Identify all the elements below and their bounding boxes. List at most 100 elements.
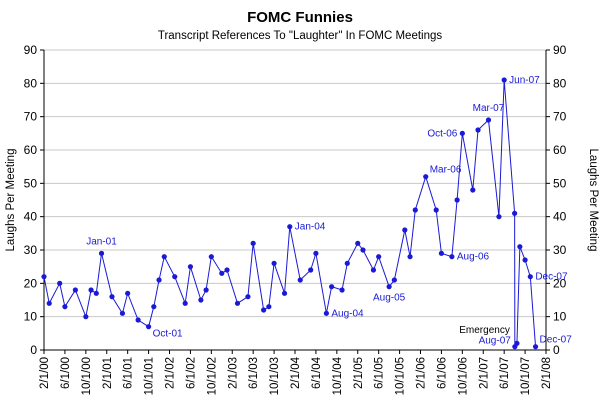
annotation-label: Dec-07 xyxy=(535,272,568,283)
x-tick-label: 2/1/02 xyxy=(165,357,177,389)
annotation-label: Jan-01 xyxy=(86,236,117,247)
y-tick-label: 20 xyxy=(24,276,38,290)
data-point xyxy=(125,290,131,296)
data-point xyxy=(412,207,418,213)
data-point xyxy=(313,250,319,256)
data-point xyxy=(386,284,392,290)
x-tick-label: 10/1/07 xyxy=(520,357,532,395)
series-line xyxy=(43,79,537,349)
x-tick-label: 2/1/03 xyxy=(227,357,239,389)
data-point xyxy=(376,254,382,260)
y-tick-label-right: 70 xyxy=(553,110,567,124)
data-point xyxy=(224,267,230,273)
data-point xyxy=(182,300,188,306)
y-tick-label-right: 60 xyxy=(553,143,567,157)
data-point xyxy=(41,274,47,280)
y-tick-label-right: 0 xyxy=(553,343,560,357)
x-tick-label: 10/1/03 xyxy=(269,357,281,395)
x-tick-label: 2/1/01 xyxy=(102,357,114,389)
y-axis-right-ticks: 0 10 20 30 40 50 60 70 80 90 xyxy=(546,43,567,357)
data-point xyxy=(156,277,162,283)
x-tick-label: 2/1/08 xyxy=(541,357,553,389)
x-tick-label: 2/1/05 xyxy=(353,357,365,389)
data-point xyxy=(208,254,214,260)
data-point xyxy=(438,250,445,256)
y-tick-label-right: 50 xyxy=(553,176,567,190)
x-tick-label: 10/1/01 xyxy=(144,357,156,395)
data-point xyxy=(449,254,455,260)
data-point xyxy=(454,197,460,203)
data-point xyxy=(370,267,377,273)
y-tick-label-right: 80 xyxy=(553,76,567,90)
data-point xyxy=(109,294,115,300)
data-point xyxy=(271,260,277,266)
data-point xyxy=(281,290,288,296)
data-point xyxy=(287,224,293,230)
data-point xyxy=(329,284,335,290)
y-tick-label-right: 10 xyxy=(553,310,567,324)
y-tick-label: 10 xyxy=(24,310,38,324)
series-laughter xyxy=(43,79,537,349)
data-point xyxy=(161,254,167,260)
data-point xyxy=(261,307,267,313)
x-tick-label: 2/1/04 xyxy=(290,356,302,389)
data-point xyxy=(172,274,178,280)
x-tick-label: 6/1/02 xyxy=(185,357,197,389)
data-point xyxy=(62,304,68,310)
data-point xyxy=(198,297,204,303)
axes xyxy=(43,50,547,351)
data-point xyxy=(151,304,157,310)
x-tick-label: 10/1/02 xyxy=(206,357,218,395)
chart-title: FOMC Funnies xyxy=(247,9,353,26)
data-point xyxy=(360,247,366,253)
y-axis-title-left: Laughs Per Meeting xyxy=(5,149,17,252)
data-point xyxy=(407,254,413,260)
y-tick-label: 90 xyxy=(24,43,38,57)
data-point xyxy=(323,310,329,316)
grid-lines xyxy=(44,49,546,318)
data-point xyxy=(459,130,465,136)
data-points xyxy=(41,77,539,350)
annotation-label: Aug-04 xyxy=(331,308,364,319)
data-point xyxy=(423,174,429,180)
y-tick-label: 80 xyxy=(24,76,38,90)
annotation-note: Emergency xyxy=(459,325,510,336)
data-point xyxy=(93,290,99,296)
x-tick-label: 2/1/07 xyxy=(478,357,490,389)
annotation-label: Aug-05 xyxy=(373,293,406,304)
annotations: Jan-01 Oct-01 Jan-04 Aug-04 Aug-05 Mar-06 Aug-… xyxy=(86,75,572,347)
data-point xyxy=(475,127,481,133)
x-tick-label: 6/1/03 xyxy=(248,357,260,389)
x-tick-label: 10/1/05 xyxy=(395,357,407,395)
y-tick-label-right: 90 xyxy=(553,43,567,57)
data-point xyxy=(308,267,314,273)
data-point xyxy=(344,260,350,266)
data-point xyxy=(219,270,225,276)
y-tick-label: 40 xyxy=(24,210,38,224)
data-point xyxy=(203,287,209,293)
data-point xyxy=(532,344,539,350)
data-point xyxy=(355,240,361,246)
data-point xyxy=(522,257,528,263)
y-tick-label-right: 30 xyxy=(553,243,567,257)
y-tick-label-right: 40 xyxy=(553,210,567,224)
x-tick-label: 10/1/00 xyxy=(81,357,93,395)
data-point xyxy=(527,274,533,280)
x-tick-label: 10/1/04 xyxy=(332,356,344,395)
x-tick-label: 6/1/01 xyxy=(123,357,135,389)
data-point xyxy=(88,287,94,293)
y-tick-label: 60 xyxy=(24,143,38,157)
annotation-label: Jun-07 xyxy=(509,75,540,86)
x-tick-label: 2/1/06 xyxy=(416,357,428,389)
data-point xyxy=(266,304,272,310)
x-tick-label: 6/1/05 xyxy=(374,357,386,389)
y-tick-label: 0 xyxy=(30,343,37,357)
data-point xyxy=(72,287,78,293)
y-tick-label: 30 xyxy=(24,243,38,257)
data-point xyxy=(187,264,194,270)
annotation-label: Mar-07 xyxy=(473,103,505,114)
annotation-label: Aug-07 xyxy=(479,336,512,347)
data-point xyxy=(98,250,105,256)
